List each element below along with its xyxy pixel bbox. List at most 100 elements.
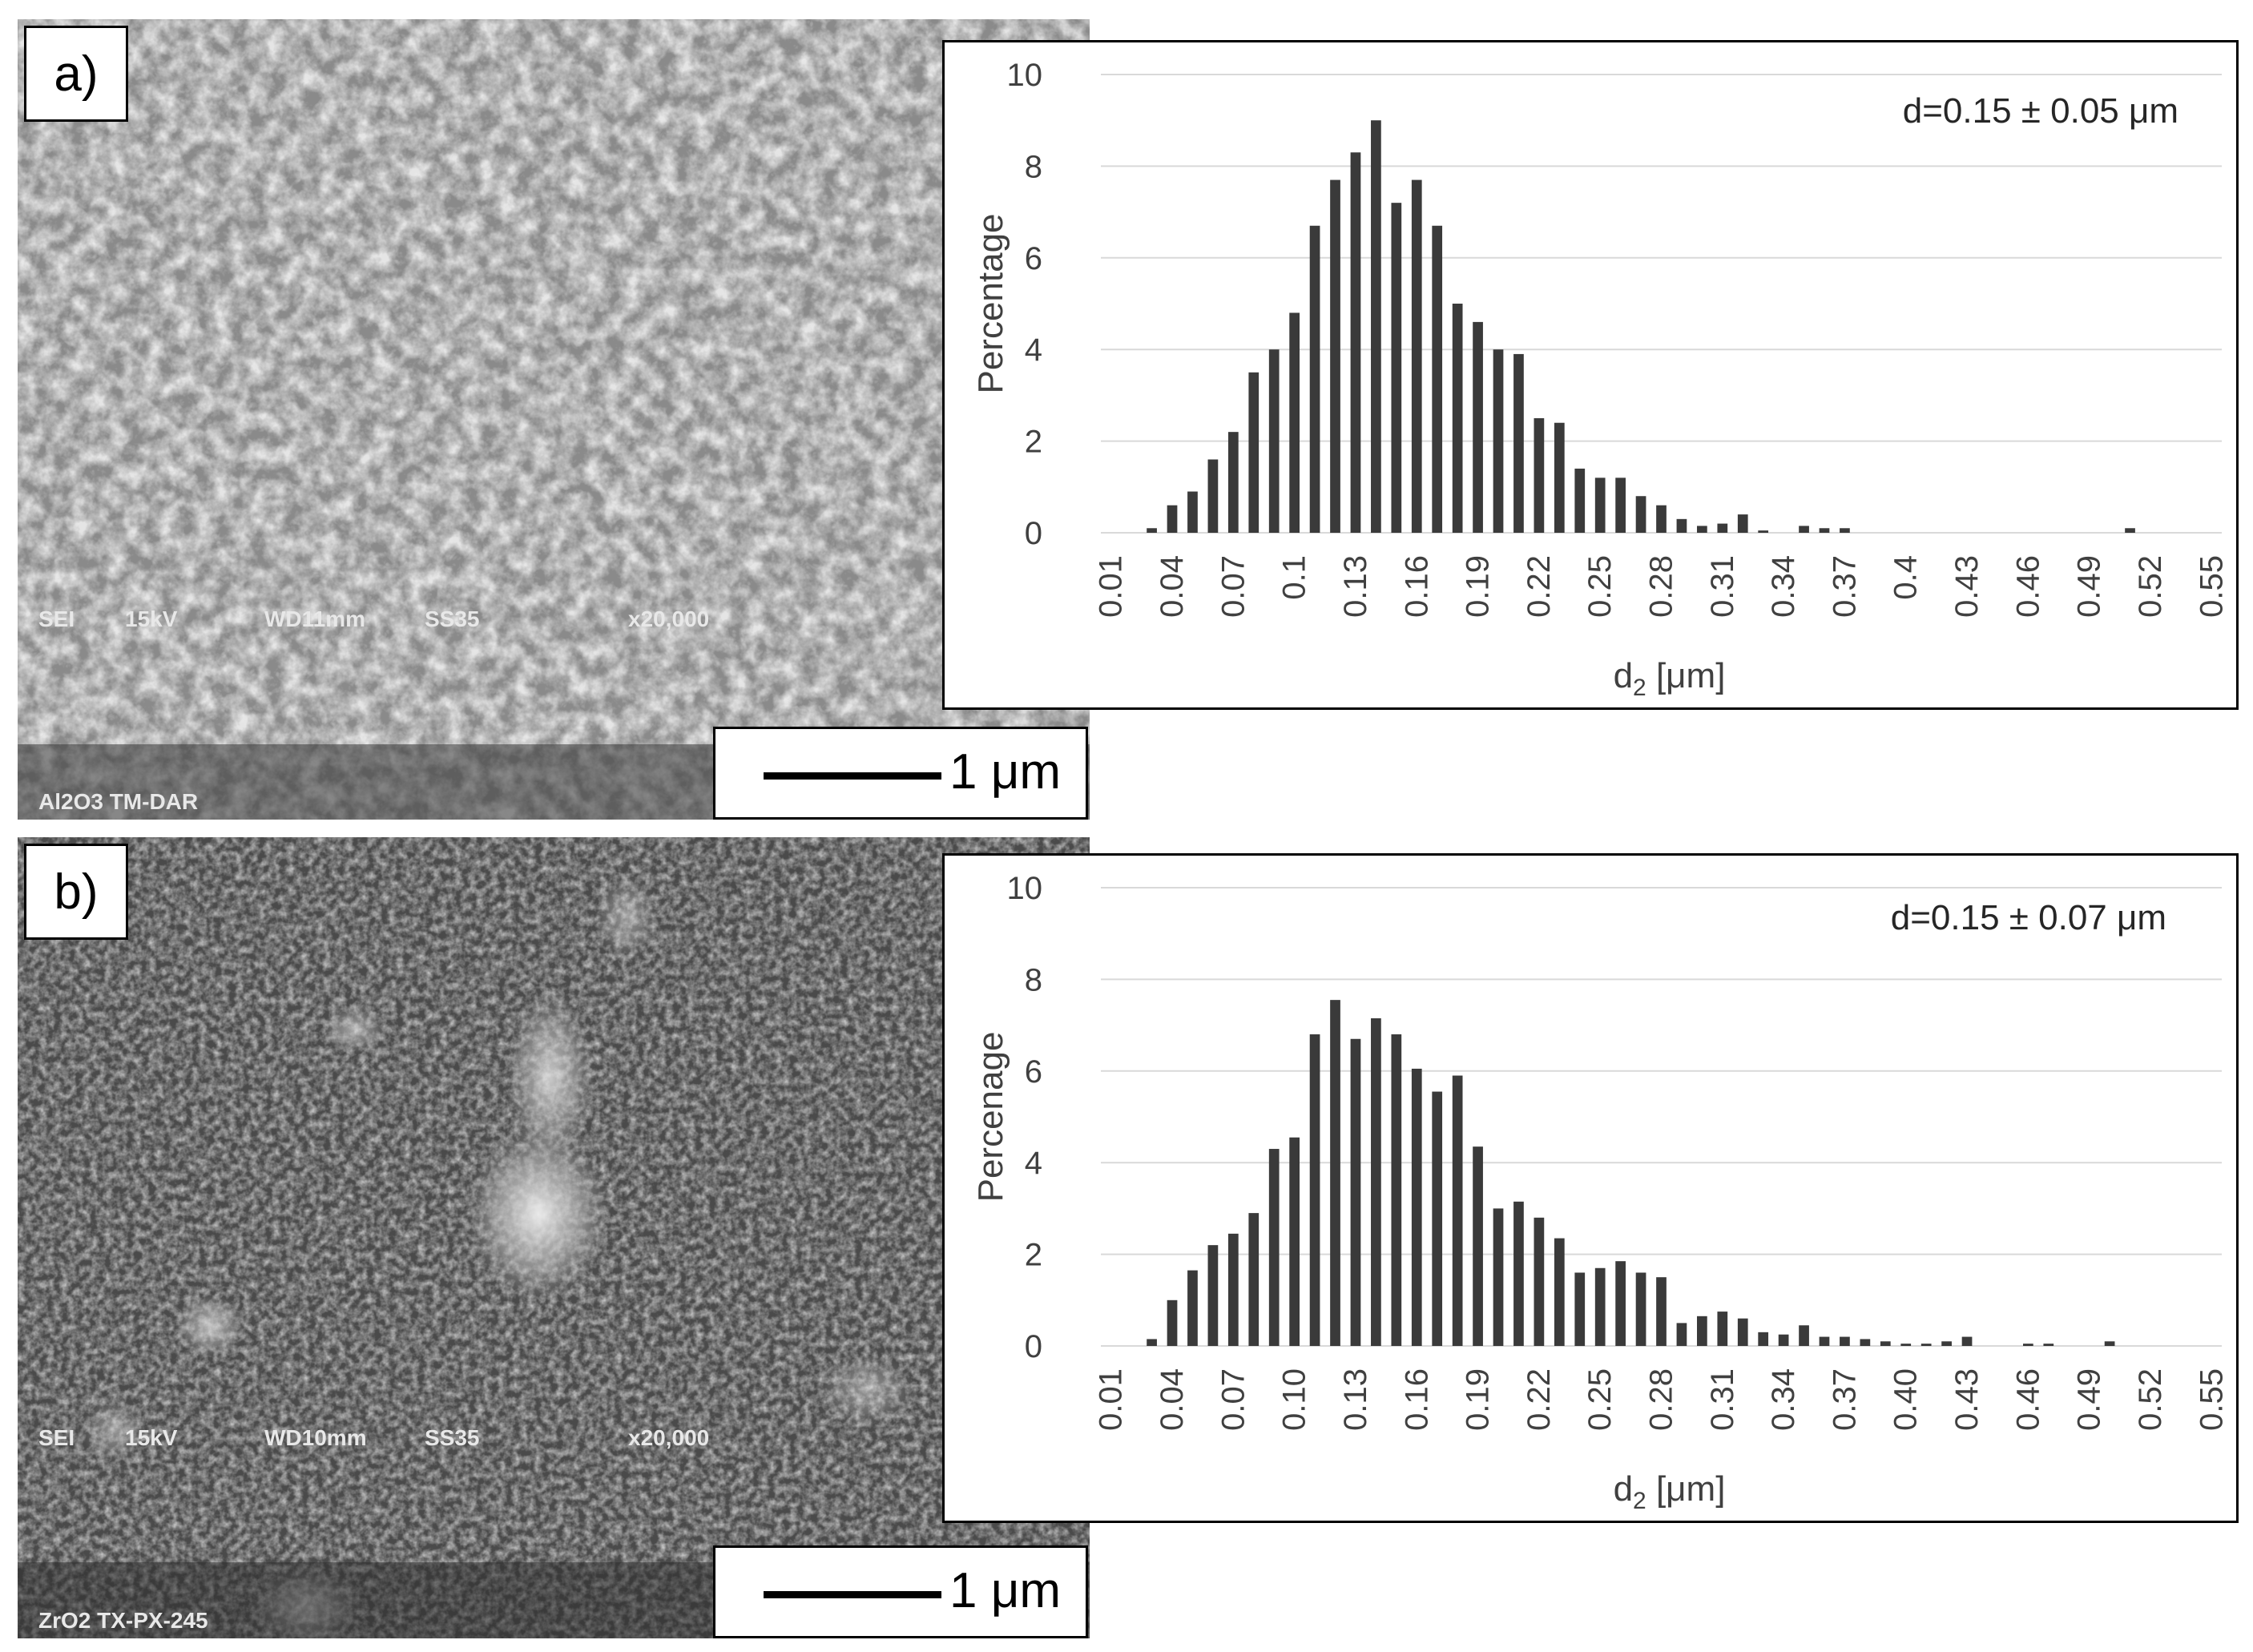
- bar: [1167, 505, 1178, 533]
- x-tick-label: 0.22: [1521, 1368, 1557, 1431]
- x-tick-label-group: 0.28: [1644, 555, 1679, 618]
- bar: [1635, 1272, 1646, 1346]
- bar: [1554, 1238, 1565, 1346]
- sem-image-al2o3: a) SEI 15kV WD11mm SS35 x20,000 Al2O3 TM…: [18, 19, 1090, 820]
- bar: [1860, 1339, 1871, 1346]
- bar: [1900, 1344, 1912, 1346]
- bar: [1737, 1318, 1748, 1346]
- x-tick-label: 0.13: [1338, 1368, 1373, 1431]
- x-tick-label-group: 0.01: [1094, 1368, 1129, 1431]
- x-tick-label-group: 0.1: [1277, 555, 1312, 600]
- x-tick-label: 0.01: [1094, 555, 1129, 618]
- scale-bar: [764, 772, 941, 780]
- x-axis-label: d2 [μm]: [1614, 656, 1726, 701]
- bar: [1187, 1270, 1198, 1346]
- bar: [1840, 528, 1850, 533]
- bar: [2104, 1341, 2115, 1346]
- bar: [1473, 321, 1483, 533]
- bar: [1697, 1316, 1707, 1346]
- x-tick-label-group: 0.49: [2072, 1368, 2107, 1431]
- bar: [1799, 1325, 1809, 1346]
- x-tick-label-group: 0.04: [1155, 1368, 1190, 1431]
- x-tick-label: 0.46: [2010, 1368, 2045, 1431]
- x-tick-label-group: 0.22: [1521, 1368, 1557, 1431]
- bar: [1227, 432, 1239, 533]
- histogram-a-svg: 0 2 4 6 8 10 0.01 0.04 0.07 0.1 0.13 0.16 0.19 0.22 0.…: [971, 58, 2229, 701]
- x-tick-label-group: 0.46: [2010, 555, 2045, 618]
- y-tick-label: 2: [1025, 425, 1042, 460]
- x-tick-label-group: 0.25: [1582, 555, 1618, 618]
- sem-texture: [18, 19, 1090, 820]
- x-axis-label-unit: [μm]: [1646, 656, 1726, 695]
- x-tick-label-group: 0.22: [1521, 555, 1557, 618]
- bar: [1676, 518, 1687, 533]
- x-tick-label: 0.04: [1155, 1368, 1190, 1431]
- panel-a: a) SEI 15kV WD11mm SS35 x20,000 Al2O3 TM…: [18, 19, 2239, 820]
- bar: [1330, 1000, 1340, 1346]
- x-tick-label: 0.55: [2194, 555, 2229, 618]
- x-tick-label: 0.22: [1521, 555, 1557, 618]
- bar: [1737, 514, 1748, 533]
- bar: [1615, 1261, 1626, 1346]
- y-tick-label: 6: [1025, 1054, 1042, 1090]
- bar: [1840, 1336, 1850, 1346]
- x-tick-label: 0.25: [1582, 1368, 1618, 1431]
- x-tick-label-group: 0.01: [1094, 555, 1129, 618]
- x-tick-label-group: 0.07: [1215, 1368, 1251, 1431]
- x-tick-label-group: 0.31: [1705, 555, 1740, 618]
- y-tick-label: 10: [1007, 58, 1043, 93]
- x-tick-label-group: 0.46: [2010, 1368, 2045, 1431]
- bar: [2043, 1344, 2054, 1346]
- x-tick-label-group: 0.34: [1766, 555, 1801, 618]
- x-tick-label-group: 0.13: [1338, 555, 1373, 618]
- bar: [1268, 349, 1280, 533]
- bar: [1268, 1149, 1280, 1346]
- x-tick-label-group: 0.04: [1155, 555, 1190, 618]
- bar: [1615, 477, 1626, 533]
- bar: [1371, 1018, 1381, 1346]
- histogram-b: 0 2 4 6 8 10 0.01 0.04 0.07 0.10 0.13 0.16 0.19 0.22 0…: [942, 853, 2239, 1523]
- x-tick-label: 0.01: [1094, 1368, 1129, 1431]
- x-tick-label: 0.55: [2194, 1368, 2229, 1431]
- x-tick-label: 0.25: [1582, 555, 1618, 618]
- bar: [2125, 528, 2135, 533]
- bar: [1534, 418, 1545, 533]
- bar: [1452, 1075, 1463, 1346]
- bar: [1920, 1344, 1932, 1346]
- x-tick-label: 0.46: [2010, 555, 2045, 618]
- bar: [1656, 1277, 1667, 1346]
- x-tick-label: 0.43: [1949, 555, 1985, 618]
- x-axis-label: d2 [μm]: [1614, 1469, 1726, 1514]
- bar: [1309, 1034, 1320, 1346]
- x-tick-label-group: 0.43: [1949, 555, 1985, 618]
- bar: [1961, 1336, 1973, 1346]
- scale-bar: [764, 1591, 941, 1598]
- scale-bar-label: 1 μm: [949, 1563, 1062, 1618]
- bar: [1432, 1091, 1443, 1346]
- scale-bar-label: 1 μm: [949, 744, 1062, 800]
- bar: [1371, 120, 1381, 533]
- bar: [1941, 1341, 1952, 1346]
- bar: [1248, 372, 1260, 533]
- bar: [1676, 1323, 1687, 1346]
- y-axis-label: Percentage: [971, 213, 1010, 393]
- histogram-a: 0 2 4 6 8 10 0.01 0.04 0.07 0.1 0.13 0.16 0.19 0.22 0.…: [942, 40, 2239, 710]
- x-tick-label: 0.16: [1399, 555, 1434, 618]
- x-tick-label-group: 0.13: [1338, 1368, 1373, 1431]
- x-tick-label: 0.07: [1215, 1368, 1251, 1431]
- panel-b: b) SEI 15kV WD10mm SS35 x20,000 ZrO2 TX-…: [0, 826, 2253, 1652]
- bar: [1411, 179, 1422, 533]
- bar: [1554, 422, 1565, 533]
- bar: [1147, 528, 1157, 533]
- bar: [1350, 152, 1361, 534]
- y-tick-label: 10: [1007, 871, 1043, 906]
- bar: [1452, 304, 1463, 533]
- x-tick-label: 0.28: [1644, 1368, 1679, 1431]
- bar: [1799, 526, 1809, 533]
- bar: [1513, 1201, 1524, 1346]
- bar: [1493, 349, 1504, 533]
- x-tick-label: 0.19: [1461, 1368, 1496, 1431]
- y-tick-label: 8: [1025, 962, 1042, 997]
- x-tick-label: 0.37: [1827, 555, 1862, 618]
- bar: [1513, 353, 1524, 533]
